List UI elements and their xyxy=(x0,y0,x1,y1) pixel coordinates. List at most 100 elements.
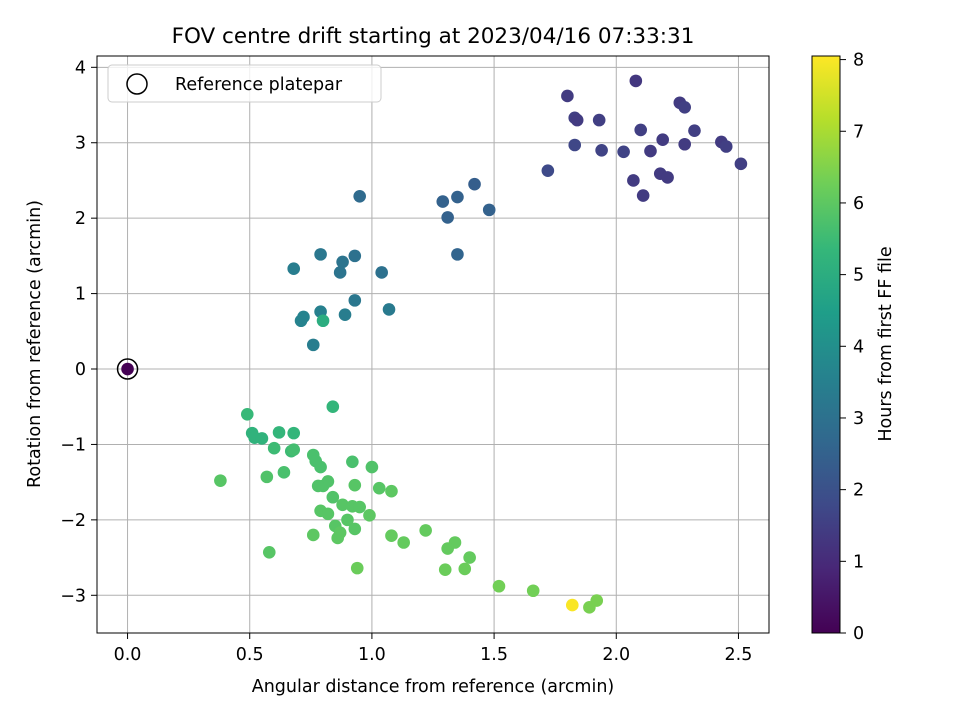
data-point xyxy=(438,563,452,576)
data-point xyxy=(348,478,362,492)
data-point xyxy=(336,255,349,269)
data-point xyxy=(565,598,579,612)
data-point xyxy=(365,460,379,474)
colorbar-tick-label: 4 xyxy=(853,337,864,357)
data-point xyxy=(306,338,320,352)
data-point xyxy=(326,400,340,414)
data-point xyxy=(372,481,386,495)
data-point xyxy=(719,140,733,153)
data-point xyxy=(688,124,701,137)
data-point xyxy=(644,144,657,158)
data-point xyxy=(617,145,630,159)
data-point xyxy=(316,314,330,328)
data-point xyxy=(338,308,352,322)
data-point xyxy=(277,466,291,479)
data-point xyxy=(463,551,476,564)
data-point xyxy=(734,157,748,171)
data-point xyxy=(353,500,366,514)
data-point xyxy=(678,137,691,151)
data-point xyxy=(629,74,643,88)
data-point xyxy=(306,528,320,542)
data-point xyxy=(272,426,286,439)
legend-entry-reference: Reference platepar xyxy=(175,75,343,95)
data-points xyxy=(116,74,748,614)
data-point xyxy=(482,203,496,217)
data-point xyxy=(592,113,606,127)
data-point xyxy=(348,249,362,263)
x-tick-label: 0.0 xyxy=(114,645,142,665)
data-point xyxy=(397,536,410,549)
colorbar-tick-label: 5 xyxy=(853,266,864,286)
data-point xyxy=(287,443,301,457)
y-tick-label: 1 xyxy=(75,285,86,305)
data-point xyxy=(385,529,398,543)
data-point xyxy=(333,266,347,279)
data-point xyxy=(363,509,376,522)
data-point xyxy=(382,303,396,316)
x-tick-label: 2.0 xyxy=(602,645,630,665)
y-tick-label: 3 xyxy=(75,134,86,154)
legend-box xyxy=(107,64,382,103)
x-axis-label: Angular distance from reference (arcmin) xyxy=(252,677,615,697)
reference-platepar-marker xyxy=(116,358,139,380)
data-point xyxy=(267,441,281,455)
data-point xyxy=(458,562,472,576)
colorbar-tick-label: 1 xyxy=(853,552,864,572)
colorbar-tick-label: 2 xyxy=(853,481,864,501)
data-point xyxy=(350,561,364,575)
data-point xyxy=(661,171,674,184)
data-point xyxy=(451,190,464,204)
data-point xyxy=(336,498,349,512)
data-point xyxy=(121,362,134,376)
y-tick-label: −3 xyxy=(60,586,86,606)
x-tick-label: 1.5 xyxy=(480,645,508,665)
data-point xyxy=(419,524,432,537)
y-tick-label: 0 xyxy=(75,360,86,380)
x-tick-label: 1.0 xyxy=(358,645,386,665)
data-point xyxy=(262,545,276,559)
data-point xyxy=(294,314,308,328)
data-point xyxy=(468,177,481,191)
data-point xyxy=(451,248,464,261)
data-point xyxy=(287,426,301,440)
colorbar-ticks: 0 1 2 3 4 5 6 7 8 xyxy=(840,51,864,644)
data-point xyxy=(375,266,388,279)
data-point xyxy=(634,123,648,137)
x-tick-label: 2.5 xyxy=(725,645,753,665)
data-point xyxy=(240,407,254,421)
data-point xyxy=(333,526,347,539)
grid xyxy=(97,56,769,633)
colorbar-label: Hours from first FF file xyxy=(876,246,896,441)
data-point xyxy=(492,579,506,593)
data-point xyxy=(385,484,398,498)
x-axis-ticks: 0.0 0.5 1.0 1.5 2.0 2.5 xyxy=(114,633,753,665)
data-point xyxy=(441,211,454,224)
data-point xyxy=(348,522,362,536)
data-point xyxy=(353,189,366,203)
data-point xyxy=(561,89,574,103)
data-point xyxy=(541,164,555,177)
colorbar-tick-label: 7 xyxy=(853,122,864,142)
chart-title: FOV centre drift starting at 2023/04/16 … xyxy=(172,24,695,49)
data-point xyxy=(627,174,640,187)
data-point xyxy=(656,133,670,147)
y-tick-label: −1 xyxy=(60,435,86,455)
data-point xyxy=(260,470,274,484)
data-point xyxy=(436,195,450,208)
x-tick-label: 0.5 xyxy=(236,645,264,665)
data-point xyxy=(570,113,584,127)
colorbar-gradient xyxy=(811,55,841,634)
y-tick-label: 4 xyxy=(75,58,86,78)
data-point xyxy=(311,479,325,493)
data-point xyxy=(636,189,650,202)
data-point xyxy=(255,432,269,445)
y-axis-ticks: −3 −2 −1 0 1 2 3 4 xyxy=(60,58,97,606)
data-point xyxy=(346,455,359,469)
legend-reference-marker xyxy=(126,73,148,95)
data-point xyxy=(326,490,340,504)
data-point xyxy=(526,584,540,598)
colorbar-tick-label: 8 xyxy=(853,51,864,71)
